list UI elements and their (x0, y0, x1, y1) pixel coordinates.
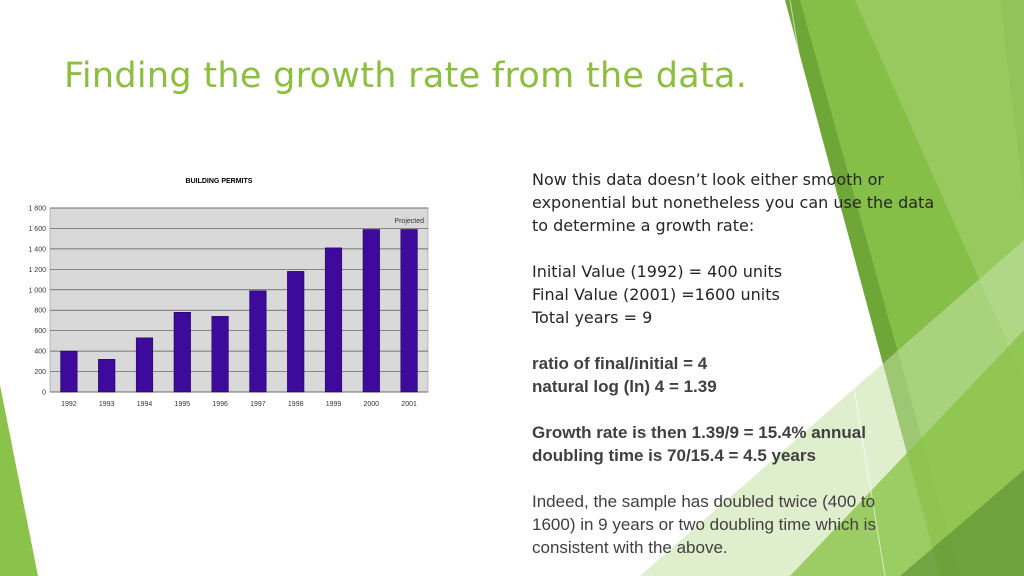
x-tick-label: 1993 (99, 401, 115, 408)
ln-line: natural log (ln) 4 = 1.39 (532, 377, 717, 396)
conclusion-line-1: Indeed, the sample has doubled twice (40… (532, 492, 876, 511)
x-tick-label: 1998 (288, 401, 304, 408)
x-tick-label: 2001 (401, 401, 417, 408)
y-tick-label: 600 (34, 328, 46, 335)
y-tick-label: 1 200 (28, 267, 46, 274)
y-tick-label: 1 600 (28, 226, 46, 233)
conclusion-line-2: 1600) in 9 years or two doubling time wh… (532, 515, 876, 534)
chart-title: BUILDING PERMITS (186, 178, 253, 185)
explanation-text: Now this data doesn’t look either smooth… (532, 168, 972, 559)
y-tick-label: 1 400 (28, 246, 46, 253)
conclusion-line-3: consistent with the above. (532, 538, 728, 557)
y-tick-label: 200 (34, 369, 46, 376)
growth-rate-line: Growth rate is then 1.39/9 = 15.4% annua… (532, 423, 866, 442)
y-tick-label: 800 (34, 308, 46, 315)
x-tick-label: 2000 (364, 401, 380, 408)
deco-line (789, 0, 886, 576)
projected-annotation: Projected (394, 218, 424, 225)
x-tick-label: 1997 (250, 401, 266, 408)
x-tick-label: 1995 (175, 401, 191, 408)
final-value-line: Final Value (2001) =1600 units (532, 285, 780, 304)
y-tick-label: 1 000 (28, 287, 46, 294)
x-tick-label: 1999 (326, 401, 342, 408)
intro-line-3: to determine a growth rate: (532, 216, 755, 235)
x-tick-label: 1996 (212, 401, 228, 408)
bar (173, 312, 191, 393)
y-tick-label: 1 800 (28, 206, 46, 213)
bar (400, 229, 418, 393)
slide-title: Finding the growth rate from the data. (64, 56, 748, 96)
x-tick-label: 1992 (61, 401, 77, 408)
bar (98, 359, 116, 393)
bar (249, 290, 267, 393)
left-green-sliver (0, 385, 38, 576)
bar (287, 271, 305, 393)
ratio-line: ratio of final/initial = 4 (532, 354, 708, 373)
x-tick-label: 1994 (137, 401, 153, 408)
doubling-time-line: doubling time is 70/15.4 = 4.5 years (532, 446, 816, 465)
intro-line-1: Now this data doesn’t look either smooth… (532, 170, 884, 189)
y-tick-label: 400 (34, 349, 46, 356)
initial-value-line: Initial Value (1992) = 400 units (532, 262, 783, 281)
building-permits-chart: BUILDING PERMITS 0 200 400 600 800 1 000 1 200 1… (28, 178, 429, 408)
bar (135, 337, 154, 393)
bar (324, 247, 343, 393)
bottom-dark-wedge (900, 470, 1024, 576)
bar (60, 350, 78, 393)
intro-line-2: exponential but nonetheless you can use … (532, 193, 935, 212)
bar (211, 316, 229, 393)
bottom-green-wedge (790, 330, 1024, 576)
y-tick-label: 0 (42, 390, 46, 397)
bar (362, 229, 380, 393)
total-years-line: Total years = 9 (532, 308, 653, 327)
